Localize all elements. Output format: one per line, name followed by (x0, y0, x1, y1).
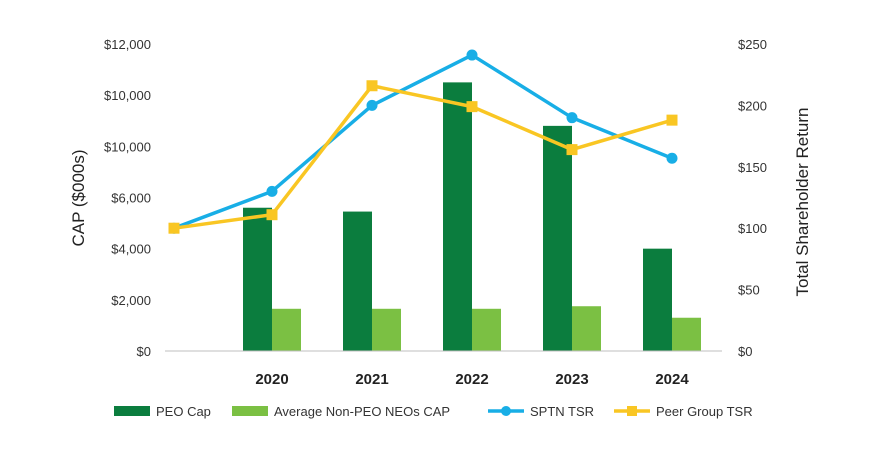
legend-peer-group-tsr: Peer Group TSR (614, 404, 753, 419)
category-label: 2021 (355, 371, 388, 388)
sptn-tsr-point (566, 112, 578, 124)
legend: PEO Cap Average Non-PEO NEOs CAP SPTN TSR P… (114, 404, 753, 419)
peo-cap-bar (443, 82, 472, 351)
legend-sptn-tsr: SPTN TSR (488, 404, 594, 419)
non-peo-cap-bar (372, 308, 401, 351)
sptn-tsr-point (666, 152, 678, 164)
legend-label: SPTN TSR (530, 404, 594, 419)
legend-marker (501, 406, 511, 416)
y2-tick-label: $200 (738, 98, 767, 113)
y-tick-label: $12,000 (104, 37, 151, 52)
sptn-tsr-point (366, 99, 378, 111)
peer-group-tsr-point (666, 114, 678, 126)
peer-group-tsr-point (566, 144, 578, 156)
non-peo-cap-bar (672, 317, 701, 351)
lines-layer (168, 49, 678, 234)
peer-group-tsr-point (466, 101, 478, 113)
y2-tick-label: $100 (738, 221, 767, 236)
sptn-tsr-line (173, 53, 673, 230)
legend-label: Average Non-PEO NEOs CAP (274, 404, 450, 419)
category-labels: 2020 2021 2022 2023 2024 (255, 371, 689, 388)
legend-swatch (114, 406, 150, 416)
bars-layer (243, 82, 701, 351)
y2-tick-label: $250 (738, 37, 767, 52)
category-label: 2024 (655, 371, 689, 388)
sptn-tsr-point (266, 185, 278, 197)
y-axis-title: CAP ($000s) (69, 149, 88, 246)
legend-swatch (232, 406, 268, 416)
non-peo-cap-bar (272, 308, 301, 351)
peer-group-tsr-line (173, 84, 673, 230)
y2-tick-label: $150 (738, 160, 767, 175)
legend-label: PEO Cap (156, 404, 211, 419)
peo-cap-bar (543, 125, 572, 351)
peo-cap-bar (643, 248, 672, 351)
y-tick-label: $10,000 (104, 139, 151, 154)
peo-cap-bar (243, 207, 272, 351)
peo-cap-bar (343, 211, 372, 351)
legend-peo-cap: PEO Cap (114, 404, 211, 419)
category-label: 2020 (255, 371, 288, 388)
non-peo-cap-bar (572, 306, 601, 351)
peer-group-tsr-point (168, 222, 180, 234)
category-label: 2022 (455, 371, 488, 388)
y-tick-label: $4,000 (111, 242, 151, 257)
right-axis-ticks: $0 $50 $100 $150 $200 $250 (738, 37, 767, 359)
y-tick-label: $2,000 (111, 293, 151, 308)
y-tick-label: $0 (137, 344, 151, 359)
legend-non-peo-cap: Average Non-PEO NEOs CAP (232, 404, 450, 419)
y2-tick-label: $0 (738, 344, 752, 359)
non-peo-cap-bar (472, 308, 501, 351)
y2-axis-title: Total Shareholder Return (793, 107, 812, 296)
y-tick-label: $10,000 (104, 88, 151, 103)
y2-tick-label: $50 (738, 283, 760, 298)
left-axis-ticks: $0 $2,000 $4,000 $6,000 $10,000 $10,000 $12,00… (104, 37, 151, 359)
peer-group-tsr-point (266, 209, 278, 221)
legend-marker (627, 406, 637, 416)
peer-group-tsr-point (366, 80, 378, 92)
sptn-tsr-point (466, 49, 478, 61)
y-tick-label: $6,000 (111, 191, 151, 206)
category-label: 2023 (555, 371, 588, 388)
legend-label: Peer Group TSR (656, 404, 753, 419)
